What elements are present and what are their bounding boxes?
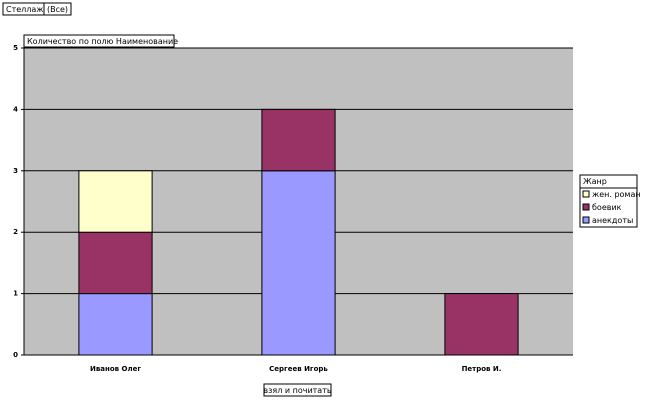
- legend-swatch: [582, 203, 590, 211]
- axis-field-button[interactable]: [263, 383, 332, 397]
- x-tick-label: Сергеев Игорь: [269, 365, 328, 373]
- filter-value: (Все): [47, 5, 68, 14]
- bar-segment: [78, 231, 153, 295]
- y-tick-label: 2: [13, 228, 18, 236]
- y-tick-label: 3: [13, 167, 18, 175]
- bar-segment: [78, 170, 153, 233]
- data-field-button[interactable]: [23, 34, 175, 48]
- legend-label: жен. роман: [592, 190, 641, 199]
- bar-segment: [261, 108, 336, 172]
- y-tick-label: 4: [13, 105, 18, 113]
- filter-field: Стеллаж: [6, 5, 44, 14]
- x-axis-label: взял и почитать: [263, 386, 331, 395]
- legend-label: анекдоты: [592, 216, 633, 225]
- bar-segment: [444, 293, 519, 356]
- x-tick-label: Иванов Олег: [90, 365, 141, 373]
- y-tick-label: 1: [13, 290, 18, 298]
- bar-segment: [261, 170, 336, 356]
- legend-title: Жанр: [583, 177, 607, 186]
- x-tick-label: Петров И.: [462, 365, 502, 373]
- chart-title: Количество по полю Наименование: [27, 37, 178, 46]
- y-tick-label: 5: [13, 44, 18, 52]
- filter-value-box[interactable]: [43, 2, 72, 16]
- legend-label: боевик: [592, 203, 622, 212]
- y-tick-label: 0: [13, 351, 18, 359]
- legend-swatch: [582, 216, 590, 224]
- legend-swatch: [582, 190, 590, 198]
- bar-segment: [78, 293, 153, 356]
